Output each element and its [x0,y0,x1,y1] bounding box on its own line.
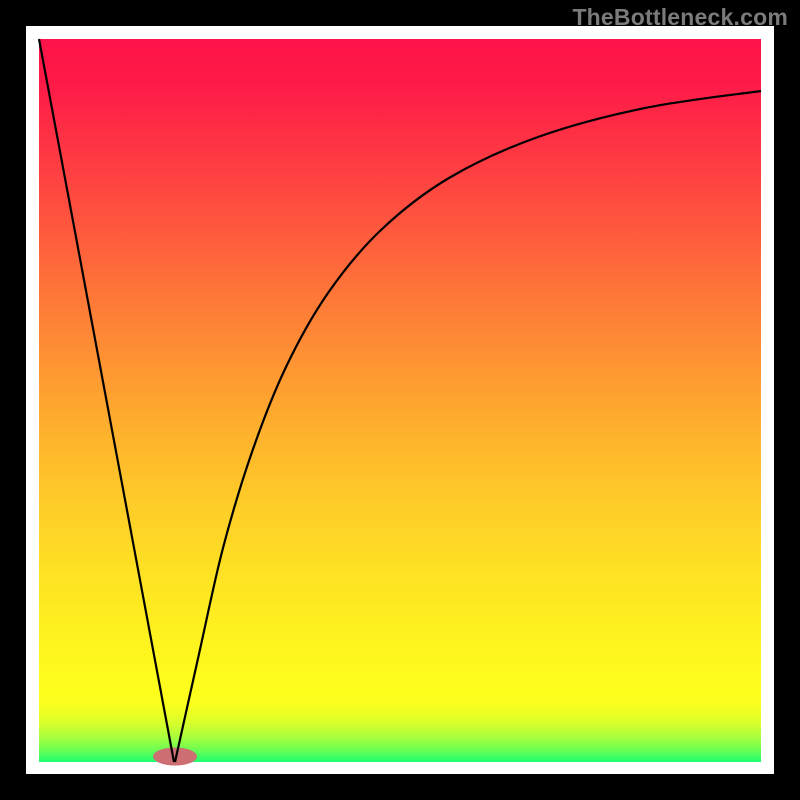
chart-svg [0,0,800,800]
watermark-text: TheBottleneck.com [572,4,788,31]
chart-container: TheBottleneck.com [0,0,800,800]
